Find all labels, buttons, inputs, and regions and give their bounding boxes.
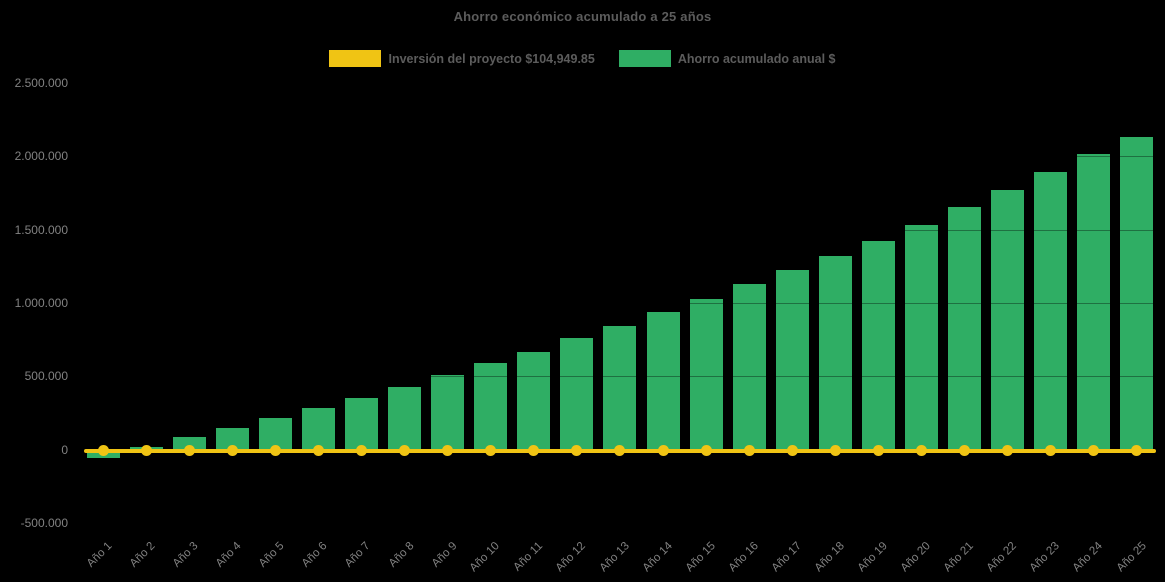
investment-line-marker [1045,445,1057,457]
x-axis-tick-label: Año 21 [941,540,977,575]
x-axis-tick-label: Año 23 [1028,540,1063,575]
bar-año-18 [818,256,852,450]
x-axis-tick-label: Año 2 [127,540,158,570]
investment-line-marker [872,445,884,457]
investment-swatch-icon [329,50,382,67]
investment-line-marker [829,445,841,457]
investment-line-marker [657,445,669,457]
x-axis-tick-label: Año 19 [855,540,890,575]
investment-line-marker [269,445,281,457]
investment-line-marker [183,445,195,457]
bar-año-16 [732,284,766,450]
bar-año-5 [258,417,292,450]
x-axis-tick-label: Año 12 [554,540,589,575]
legend-label-savings: Ahorro acumulado anual $ [677,51,836,66]
y-axis-tick-label: 1.000.000 [14,296,68,310]
investment-line-marker [786,445,798,457]
bar-año-9 [431,374,465,450]
legend-item-investment: Inversión del proyecto $104,949.85 [329,50,595,67]
gridline [78,156,1158,158]
investment-line-marker [312,445,324,457]
gridline [78,229,1158,231]
investment-line-marker [916,445,928,457]
bar-año-4 [215,427,249,450]
bar-año-22 [991,190,1025,450]
x-axis-tick-label: Año 18 [812,540,847,575]
y-axis-tick-label: 2.000.000 [14,149,68,164]
x-axis-tick-label: Año 20 [898,540,934,575]
y-axis-tick-label: -500.000 [20,516,68,530]
investment-line-marker [1002,445,1014,457]
bar-año-8 [388,386,422,450]
bar-año-23 [1034,172,1068,450]
chart-title: Ahorro económico acumulado a 25 años [453,9,712,24]
bar-año-14 [646,311,680,450]
gridline [78,303,1158,304]
bar-año-21 [948,207,982,450]
investment-line-marker [528,445,540,457]
y-axis-tick-label: 0 [61,442,68,457]
gridline [78,523,1158,524]
bar-año-11 [517,351,551,450]
investment-line-marker [614,445,626,457]
investment-line-marker [399,445,411,457]
investment-line-marker [743,445,755,457]
y-axis-tick-label: 1.500.000 [14,222,68,237]
x-axis-tick-label: Año 7 [343,540,373,570]
investment-line-marker [571,445,583,457]
x-axis-tick-label: Año 13 [597,540,632,575]
x-axis-tick-label: Año 14 [640,540,675,575]
bar-año-10 [474,362,508,450]
x-axis-tick-label: Año 11 [511,540,546,574]
investment-line-marker [355,445,367,457]
investment-line-marker [97,445,109,457]
x-axis-tick-label: Año 4 [213,540,244,570]
x-axis-tick-label: Año 10 [467,540,503,575]
legend-label-investment: Inversión del proyecto $104,949.85 [388,51,595,66]
bar-año-24 [1077,154,1111,450]
x-axis-tick-label: Año 17 [769,540,804,575]
investment-line-marker [226,445,238,457]
investment-line-marker [485,445,497,457]
bar-año-7 [344,397,378,450]
investment-line-marker [959,445,971,457]
x-axis-tick-label: Año 8 [386,540,417,570]
x-axis-tick-label: Año 15 [683,540,718,575]
x-axis-tick-label: Año 24 [1071,540,1106,575]
bar-año-13 [603,325,637,450]
y-axis-tick-label: 2.500.000 [14,76,68,90]
bar-año-3 [172,437,206,450]
bar-año-6 [301,407,335,450]
bar-año-15 [689,298,723,450]
investment-line-marker [442,445,454,457]
x-axis-tick-label: Año 5 [257,540,287,570]
bar-año-12 [560,337,594,450]
bar-año-17 [775,269,809,450]
legend: Inversión del proyecto $104,949.85 Ahorr… [0,50,1165,67]
bar-año-20 [905,224,939,450]
x-axis-tick-label: Año 3 [170,540,201,570]
investment-line-marker [1088,445,1100,457]
investment-line-marker [140,445,152,457]
x-axis-tick-label: Año 9 [429,540,460,570]
investment-line-marker [700,445,712,457]
gridline [78,376,1158,378]
x-axis-tick-label: Año 6 [300,540,330,570]
savings-swatch-icon [618,50,671,67]
bar-año-19 [861,240,895,450]
x-axis-tick-label: Año 1 [84,540,115,570]
x-axis-tick-label: Año 25 [1114,540,1149,575]
investment-line-marker [1131,445,1143,457]
gridline [78,83,1158,84]
legend-item-savings: Ahorro acumulado anual $ [618,50,836,67]
bar-año-25 [1120,136,1154,450]
y-axis-tick-label: 500.000 [24,369,68,384]
x-axis-tick-label: Año 22 [984,540,1020,575]
x-axis-tick-label: Año 16 [726,540,761,575]
